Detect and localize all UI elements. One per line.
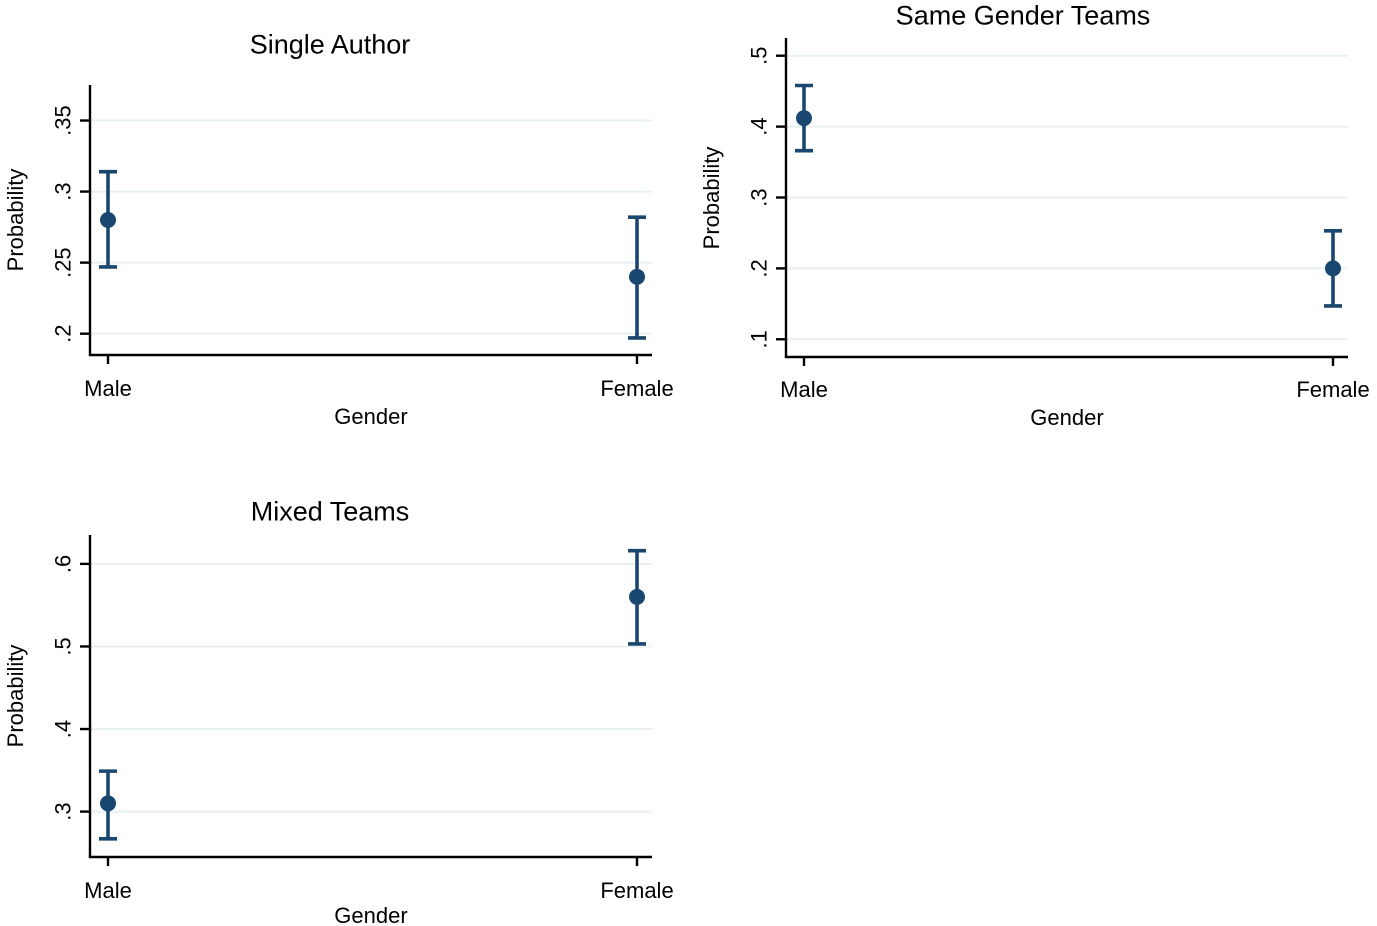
panel3-x-tick-label-male: Male bbox=[84, 878, 132, 903]
point-marker-female bbox=[1325, 260, 1341, 277]
panel1-x-axis-title: Gender bbox=[334, 404, 408, 429]
panel1-y-axis-title: Probability bbox=[3, 168, 28, 272]
y-tick-label: .2 bbox=[51, 325, 76, 343]
point-marker-female bbox=[629, 268, 645, 285]
point-marker-male bbox=[100, 212, 116, 228]
y-tick-label: .6 bbox=[51, 555, 76, 573]
panel1-x-tick-label-female: Female bbox=[600, 376, 674, 401]
point-marker-female bbox=[629, 588, 645, 605]
panel-mixed-teams: .3 .4 .5 .6 bbox=[51, 535, 652, 866]
y-tick-label: .3 bbox=[51, 802, 76, 820]
panel3-title: Mixed Teams bbox=[250, 496, 410, 527]
y-tick-label: .35 bbox=[51, 105, 76, 136]
y-tick-label: .25 bbox=[51, 247, 76, 278]
panel3-x-tick-label-female: Female bbox=[600, 878, 674, 903]
y-tick-label: .1 bbox=[747, 330, 772, 348]
y-tick-label: .2 bbox=[747, 259, 772, 277]
panel1-title: Single Author bbox=[249, 29, 411, 60]
y-tick-label: .4 bbox=[747, 117, 772, 135]
y-tick-label: .5 bbox=[51, 637, 76, 655]
panel2-x-tick-label-male: Male bbox=[780, 377, 828, 402]
y-tick-label: .3 bbox=[51, 182, 76, 200]
y-tick-label: .5 bbox=[747, 47, 772, 65]
point-marker-male bbox=[100, 795, 116, 812]
panel3-y-axis-title: Probability bbox=[3, 644, 28, 748]
y-tick-label: .4 bbox=[51, 720, 76, 738]
panel2-title: Same Gender Teams bbox=[895, 0, 1151, 31]
panel-single-author: .2 .25 .3 .35 bbox=[51, 85, 652, 364]
panel2-x-axis-title: Gender bbox=[1030, 405, 1104, 430]
panel2-x-tick-label-female: Female bbox=[1296, 377, 1370, 402]
y-tick-label: .3 bbox=[747, 188, 772, 206]
panel-same-gender-teams: .1 .2 .3 .4 .5 bbox=[747, 38, 1348, 366]
point-marker-male bbox=[796, 110, 812, 127]
panel2-y-axis-title: Probability bbox=[699, 146, 724, 250]
panel3-x-axis-title: Gender bbox=[334, 903, 408, 926]
panel1-x-tick-label-male: Male bbox=[84, 376, 132, 401]
